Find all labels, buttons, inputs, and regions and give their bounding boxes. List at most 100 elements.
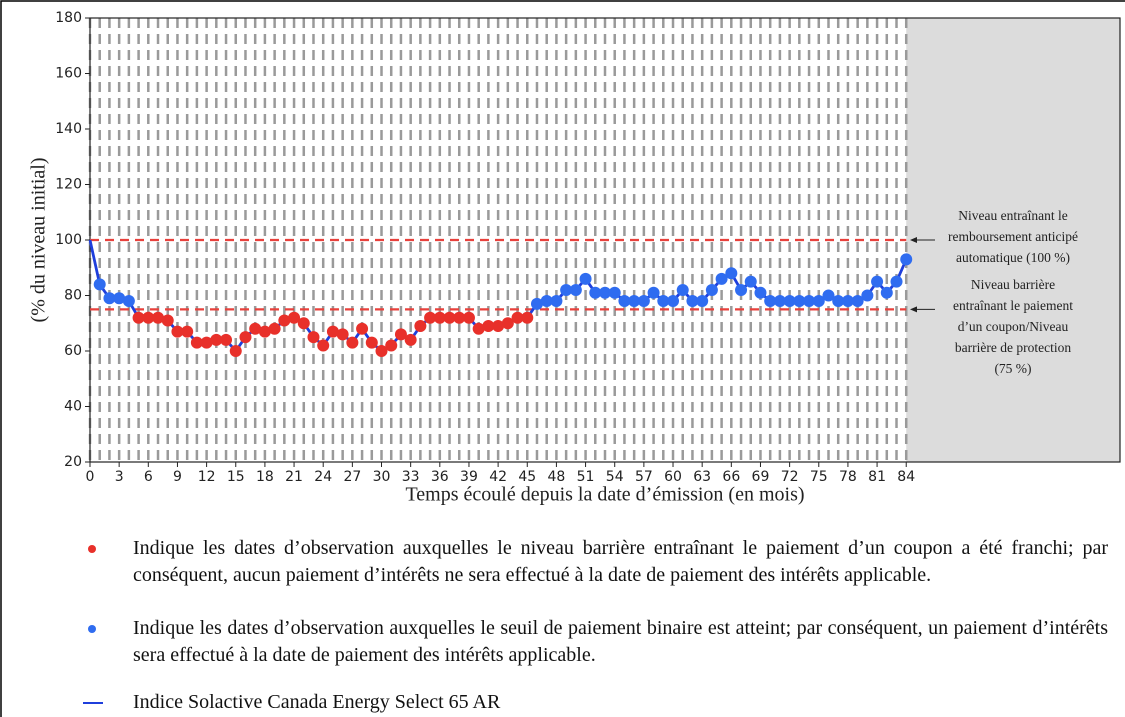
x-tick-label: 60 (664, 469, 682, 485)
observation-marker (443, 311, 456, 324)
observation-marker (394, 328, 407, 341)
observation-marker (414, 320, 427, 333)
x-tick-label: 6 (144, 469, 153, 485)
observation-marker (239, 331, 252, 344)
y-tick-label: 40 (64, 399, 82, 415)
observation-marker (657, 295, 670, 308)
y-tick-label: 60 (64, 343, 82, 359)
observation-marker (647, 286, 660, 299)
x-tick-label: 39 (460, 469, 478, 485)
observation-marker (482, 320, 495, 333)
observation-marker (462, 311, 475, 324)
x-tick-label: 45 (518, 469, 536, 485)
observation-marker (288, 311, 301, 324)
y-tick-label: 20 (64, 454, 82, 470)
observation-marker (890, 275, 903, 288)
observation-marker (530, 297, 543, 310)
y-tick-label: 180 (55, 10, 82, 26)
x-tick-label: 51 (577, 469, 595, 485)
x-tick-label: 33 (402, 469, 420, 485)
observation-marker (229, 345, 242, 357)
observation-marker (861, 289, 874, 302)
observation-marker (220, 333, 233, 346)
observation-marker (754, 286, 767, 299)
observation-marker (375, 345, 388, 357)
x-tick-label: 36 (431, 469, 449, 485)
observation-marker (725, 267, 738, 280)
x-tick-label: 30 (373, 469, 391, 485)
observation-marker (492, 320, 505, 333)
annotation-text: barrière de protection (955, 340, 1071, 355)
x-tick-label: 72 (781, 469, 799, 485)
observation-marker (501, 317, 514, 330)
observation-marker (268, 322, 281, 335)
y-tick-label: 100 (55, 232, 82, 248)
observation-marker (832, 295, 845, 308)
x-tick-label: 21 (285, 469, 303, 485)
x-tick-label: 54 (606, 469, 624, 485)
observation-marker (365, 336, 378, 349)
annotation-text: remboursement anticipé (948, 229, 1078, 244)
observation-marker (113, 292, 126, 305)
annotation-text: Niveau barrière (971, 277, 1055, 292)
observation-marker (764, 295, 777, 308)
observation-marker (249, 322, 262, 335)
observation-marker (744, 275, 757, 288)
x-tick-label: 18 (256, 469, 274, 485)
observation-marker (317, 339, 330, 352)
observation-marker (696, 295, 709, 308)
observation-marker (142, 311, 155, 324)
observation-marker (424, 311, 437, 324)
observation-marker (637, 295, 650, 308)
observation-marker (841, 295, 854, 308)
observation-marker (735, 283, 748, 296)
observation-marker (822, 289, 835, 302)
observation-marker (880, 286, 893, 299)
observation-marker (871, 275, 884, 288)
observation-marker (579, 272, 592, 285)
observation-marker (278, 314, 291, 327)
observation-marker (569, 283, 582, 296)
observation-marker (900, 253, 913, 266)
observation-marker (812, 295, 825, 308)
y-tick-label: 120 (55, 177, 82, 193)
y-tick-label: 140 (55, 121, 82, 137)
observation-marker (472, 322, 485, 335)
observation-marker (803, 295, 816, 308)
observation-marker (540, 295, 553, 308)
observation-marker (171, 325, 184, 338)
observation-marker (433, 311, 446, 324)
observation-marker (511, 311, 524, 324)
observation-marker (453, 311, 466, 324)
x-tick-label: 57 (635, 469, 653, 485)
legend-note: Indique les dates d’observation auxquell… (133, 617, 1108, 666)
x-tick-label: 84 (897, 469, 915, 485)
y-axis-label: (% du niveau initial) (28, 158, 50, 323)
observation-marker (628, 295, 641, 308)
observation-marker (258, 325, 271, 338)
observation-marker (307, 331, 320, 344)
observation-marker (210, 333, 223, 346)
legend-note: Indique les dates d’observation auxquell… (133, 537, 1108, 586)
observation-marker (608, 286, 621, 299)
observation-marker (773, 295, 786, 308)
x-tick-label: 12 (198, 469, 216, 485)
observation-marker (599, 286, 611, 299)
observation-marker (550, 295, 563, 308)
x-tick-label: 3 (115, 469, 124, 485)
observation-marker (589, 286, 602, 299)
observation-marker (181, 325, 194, 338)
shaded-region (906, 18, 1120, 462)
observation-marker (190, 336, 203, 349)
annotation-text: (75 %) (994, 361, 1031, 376)
x-axis-label: Temps écoulé depuis la date d’émission (… (405, 484, 804, 506)
x-tick-label: 9 (173, 469, 182, 485)
legend-marker (88, 625, 96, 633)
x-tick-label: 78 (839, 469, 857, 485)
observation-marker (346, 336, 359, 349)
observation-marker (152, 311, 165, 324)
observation-marker (356, 322, 369, 335)
